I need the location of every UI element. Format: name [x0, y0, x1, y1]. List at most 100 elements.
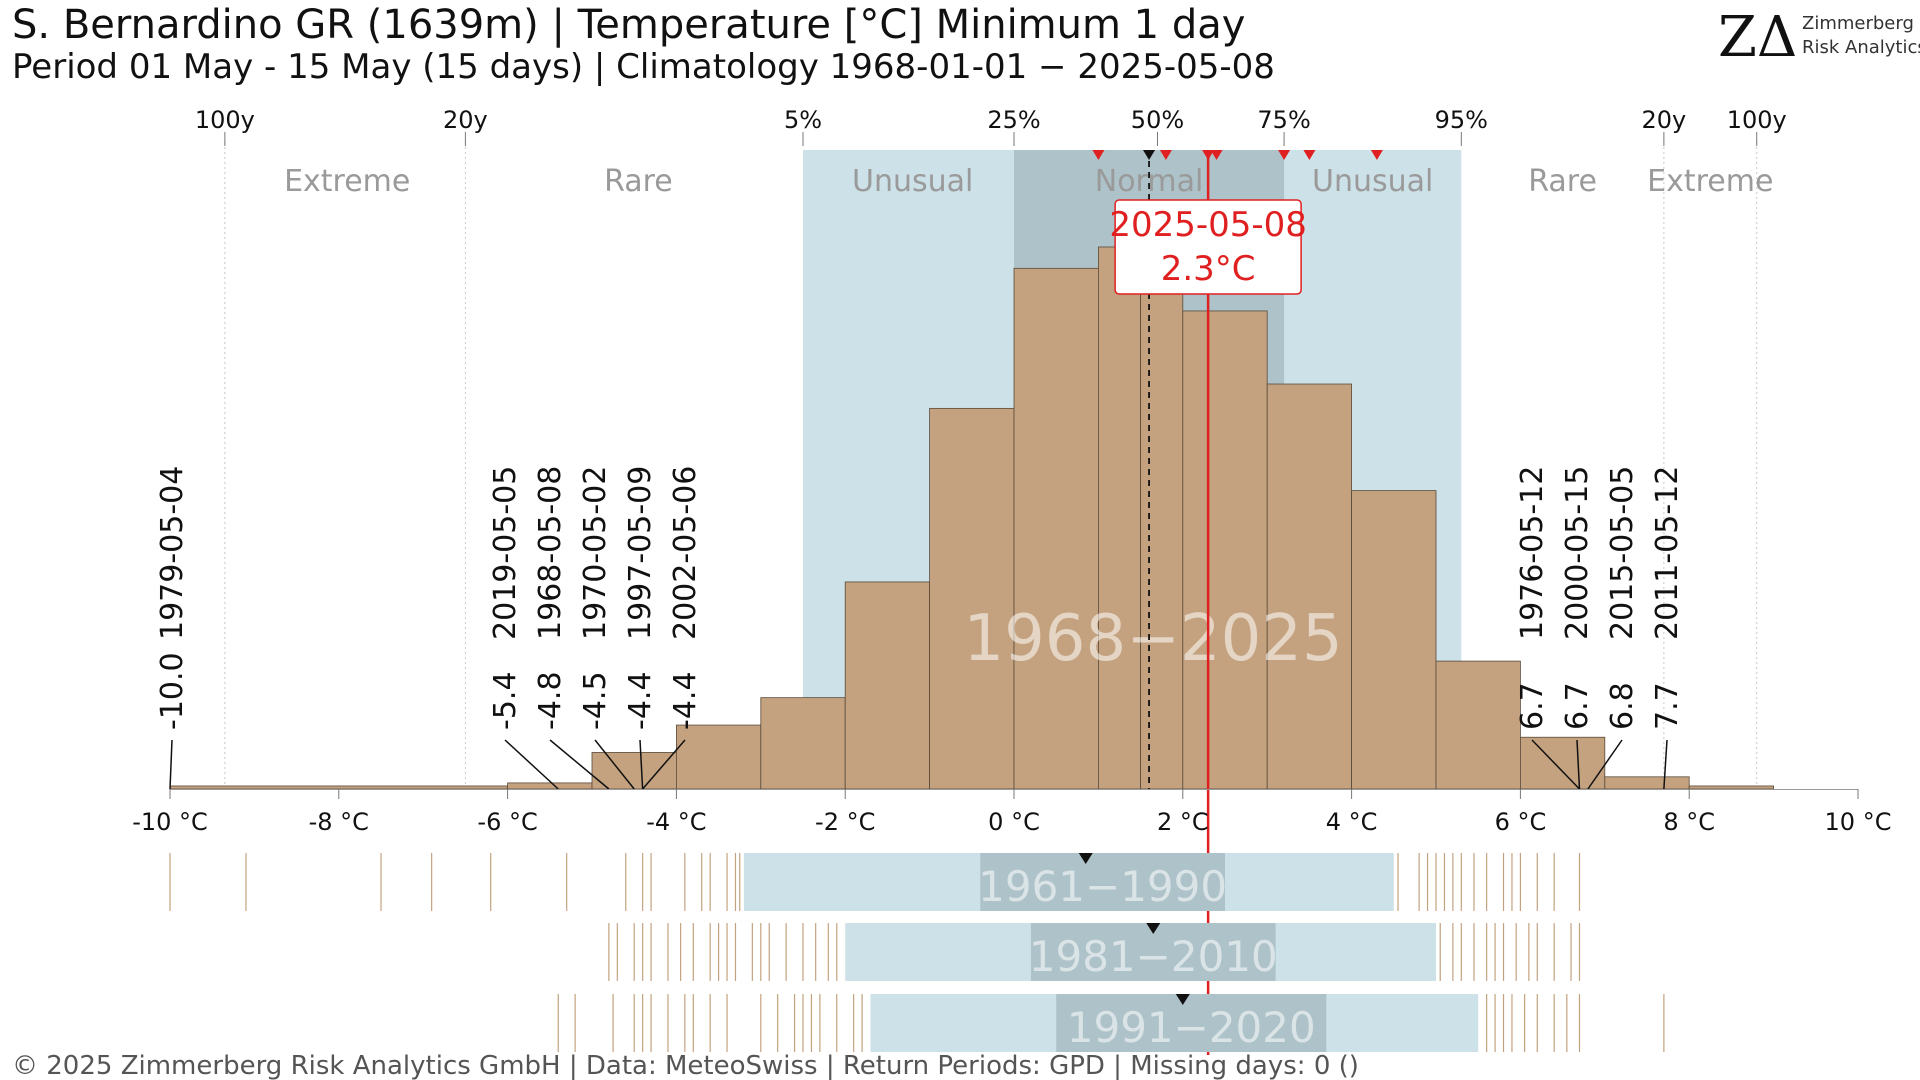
recent-value-marker [1210, 150, 1223, 160]
annotation-value: -4.4 [668, 671, 703, 730]
top-axis-label: 20y [443, 106, 488, 134]
histogram-bar [1266, 383, 1352, 790]
annotation-leader [1663, 739, 1668, 790]
category-label: Rare [604, 164, 673, 199]
histogram-bar [1688, 785, 1774, 790]
annotation-value: 6.7 [1515, 682, 1550, 730]
period-median-marker [1175, 994, 1190, 1005]
x-tick-label: 0 °C [988, 808, 1040, 836]
histogram-bar [844, 581, 931, 790]
top-axis-label: 50% [1131, 106, 1184, 134]
histogram-bar [1140, 270, 1184, 790]
annotation-value: -4.5 [578, 671, 613, 730]
climatology-period-strips: 1961−1990 1981−2010 1991−2020 [169, 853, 1665, 1052]
recent-value-marker [1370, 150, 1383, 160]
histogram-bar [1435, 660, 1521, 790]
callout-date: 2025-05-08 [1109, 205, 1307, 245]
top-axis-label: 5% [784, 106, 822, 134]
x-tick-label: -6 °C [477, 808, 537, 836]
annotation-date: 1968-05-08 [533, 466, 568, 640]
histogram-bar [929, 407, 1015, 790]
recent-value-marker [1303, 150, 1316, 160]
top-axis-label: 100y [1727, 106, 1787, 134]
x-tick-label: -2 °C [815, 808, 875, 836]
period-strip: 1991−2020 [557, 994, 1665, 1052]
annotation-date: 1970-05-02 [578, 466, 613, 640]
recent-value-markers [1092, 150, 1383, 160]
x-tick-label: -8 °C [309, 808, 369, 836]
annotation-date: 2015-05-05 [1605, 466, 1640, 640]
category-label: Unusual [852, 164, 973, 199]
category-label: Rare [1528, 164, 1597, 199]
histogram-bar [169, 785, 509, 790]
histogram-bar [1520, 736, 1606, 790]
histogram-bar [591, 752, 677, 790]
top-axis-label: 100y [195, 106, 255, 134]
histogram-bar [1098, 246, 1142, 790]
period-strip-label: 1961−1990 [978, 862, 1227, 911]
annotation-date: 1997-05-09 [623, 466, 658, 640]
chart-subtitle: Period 01 May - 15 May (15 days) | Clima… [12, 47, 1275, 87]
category-label: Normal [1095, 164, 1204, 199]
annotation-date: 2019-05-05 [488, 466, 523, 640]
histogram-bars [169, 246, 1774, 790]
annotation-value: -4.4 [623, 671, 658, 730]
period-normal-band [1056, 994, 1327, 1052]
annotation-leader [1531, 739, 1581, 790]
callout-box [1114, 199, 1302, 295]
extreme-annotations: -10.0 1979-05-04 -5.4 2019-05-05 -4.8 1968-05… [155, 466, 1685, 790]
recent-value-marker [1092, 150, 1105, 160]
annotation-leader [642, 739, 686, 790]
period-median-marker [1146, 923, 1161, 934]
callout-value: 2.3°C [1161, 249, 1256, 289]
annotation-leader [594, 739, 635, 790]
category-label: Extreme [284, 164, 410, 199]
logo-mark: ZΔ [1718, 5, 1797, 70]
x-tick-label: 4 °C [1326, 808, 1378, 836]
annotation-value: -5.4 [488, 671, 523, 730]
x-axis: -10 °C -8 °C -6 °C -4 °C -2 °C 0 °C 2 °C 4 °C 6 … [132, 789, 1891, 836]
logo-line1: Zimmerberg [1802, 13, 1914, 34]
annotation-value: 7.7 [1650, 682, 1685, 730]
annotation-date: 1976-05-12 [1515, 466, 1550, 640]
top-axis-label: 75% [1257, 106, 1310, 134]
period-label: 1968−2025 [963, 602, 1342, 676]
top-axis-label: 25% [987, 106, 1040, 134]
histogram-bar [1182, 310, 1268, 790]
annotation-leader [1576, 739, 1581, 790]
x-tick-label: -4 °C [646, 808, 706, 836]
histogram-bar [1351, 490, 1437, 790]
period-median-marker [1078, 853, 1093, 864]
period-strip: 1981−2010 [608, 923, 1581, 981]
annotation-leader [639, 739, 644, 790]
x-tick-label: 8 °C [1663, 808, 1715, 836]
annotation-date: 2000-05-15 [1560, 466, 1595, 640]
annotation-value: 6.8 [1605, 682, 1640, 730]
category-label: Unusual [1312, 164, 1433, 199]
period-strip-label: 1991−2020 [1067, 1003, 1316, 1052]
x-tick-label: -10 °C [132, 808, 208, 836]
histogram-bar [1604, 776, 1690, 790]
x-tick-label: 2 °C [1157, 808, 1209, 836]
annotation-date: 2002-05-06 [668, 466, 703, 640]
recent-value-marker [1202, 150, 1215, 160]
category-labels: Extreme Rare Unusual Normal Unusual Rare Extre… [284, 164, 1773, 199]
histogram-bar [676, 724, 762, 790]
x-tick-label: 10 °C [1825, 808, 1892, 836]
top-axis: 100y 20y 5% 25% 50% 75% 95% 20y 100y [195, 106, 1787, 146]
chart-title: S. Bernardino GR (1639m) | Temperature [… [12, 2, 1245, 48]
x-tick-label: 6 °C [1495, 808, 1547, 836]
histogram-bar [760, 697, 846, 790]
logo-line2: Risk Analytics [1802, 37, 1920, 58]
recent-value-marker [1278, 150, 1291, 160]
annotation-leader [169, 739, 173, 790]
annotation-leader [549, 739, 610, 790]
annotation-value: -10.0 [155, 652, 190, 730]
annotation-date: 2011-05-12 [1650, 466, 1685, 640]
median-marker [1143, 150, 1156, 160]
annotation-date: 1979-05-04 [155, 466, 190, 640]
annotation-value: 6.7 [1560, 682, 1595, 730]
period-strip: 1961−1990 [169, 853, 1581, 911]
top-axis-label: 95% [1435, 106, 1488, 134]
